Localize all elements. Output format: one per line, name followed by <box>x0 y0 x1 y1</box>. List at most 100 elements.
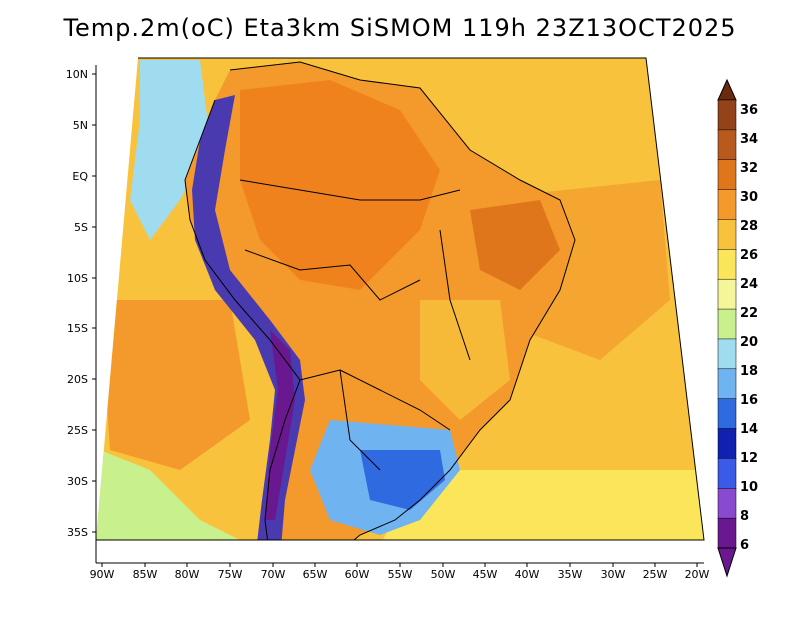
colorbar-label: 26 <box>740 248 758 263</box>
colorbar-label: 6 <box>740 538 749 553</box>
pacific-warm-area <box>100 300 250 470</box>
lon-label: 70W <box>261 568 286 581</box>
lon-label: 55W <box>388 568 413 581</box>
lon-tick: 60W <box>345 563 370 581</box>
lon-tick: 65W <box>303 563 328 581</box>
colorbar-segment <box>717 428 737 460</box>
lon-tick: 20W <box>685 563 710 581</box>
lat-label: 20S <box>67 373 88 386</box>
lat-label: 10N <box>66 68 88 81</box>
colorbar-label: 16 <box>740 393 758 408</box>
lat-tick: 10S <box>67 272 96 285</box>
lat-label: 5S <box>74 221 88 234</box>
colorbar: 36 34 32 30 28 26 24 22 20 18 16 14 12 1… <box>717 78 758 578</box>
lat-tick: 20S <box>67 373 96 386</box>
lat-label: 30S <box>67 475 88 488</box>
lon-label: 80W <box>175 568 200 581</box>
lat-label: 10S <box>67 272 88 285</box>
pacific-cool-area <box>130 60 210 240</box>
colorbar-segment <box>717 99 737 131</box>
colorbar-label: 18 <box>740 364 758 379</box>
lat-label: 25S <box>67 424 88 437</box>
colorbar-segment <box>717 219 737 251</box>
colorbar-label: 14 <box>740 422 758 437</box>
lon-tick: 40W <box>515 563 540 581</box>
lat-label: 35S <box>67 526 88 539</box>
lon-tick: 80W <box>175 563 200 581</box>
lat-tick: EQ <box>72 170 96 183</box>
colorbar-segment <box>717 308 737 340</box>
lon-label: 40W <box>515 568 540 581</box>
colorbar-segment <box>717 189 737 221</box>
hot-northeast <box>470 200 560 290</box>
colorbar-bottom-arrow <box>717 547 737 578</box>
colorbar-segment <box>717 398 737 430</box>
lon-tick: 85W <box>133 563 158 581</box>
lat-tick: 10N <box>66 68 96 81</box>
south-atlantic-area <box>380 470 704 540</box>
hot-interior <box>240 80 440 290</box>
colorbar-labels: 36 34 32 30 28 26 24 22 20 18 16 14 12 1… <box>740 103 758 553</box>
south-cold-area <box>360 450 445 510</box>
lon-label: 30W <box>601 568 626 581</box>
map-title: Temp.2m(oC) Eta3km SiSMOM 119h 23Z13OCT2… <box>63 14 737 42</box>
latitude-axis: 10N 5N EQ 5S 10S 15S 20S 25S 30S 35S <box>66 68 96 539</box>
lat-tick: 5S <box>74 221 96 234</box>
lon-label: 85W <box>133 568 158 581</box>
colorbar-label: 34 <box>740 132 758 147</box>
colorbar-segment <box>717 488 737 519</box>
lat-label: 5N <box>73 119 88 132</box>
lat-tick: 15S <box>67 322 96 335</box>
lon-tick: 45W <box>473 563 498 581</box>
colorbar-segment <box>717 338 737 370</box>
colorbar-segment <box>717 517 737 549</box>
lon-label: 65W <box>303 568 328 581</box>
lat-tick: 30S <box>67 475 96 488</box>
colorbar-label: 30 <box>740 190 758 205</box>
colorbar-top-arrow <box>717 78 737 101</box>
lon-tick: 30W <box>601 563 626 581</box>
lat-label: 15S <box>67 322 88 335</box>
colorbar-segments <box>717 99 737 549</box>
colorbar-label: 36 <box>740 103 758 118</box>
pacific-cool-edge <box>96 450 250 540</box>
lat-tick: 35S <box>67 526 96 539</box>
lat-tick: 25S <box>67 424 96 437</box>
colorbar-label: 8 <box>740 509 749 524</box>
central-warm <box>420 300 510 420</box>
colorbar-segment <box>717 249 737 280</box>
lon-label: 45W <box>473 568 498 581</box>
lon-label: 75W <box>218 568 243 581</box>
lon-label: 50W <box>431 568 456 581</box>
colorbar-label: 24 <box>740 277 758 292</box>
map-frame <box>96 57 705 541</box>
lon-label: 20W <box>685 568 710 581</box>
lon-label: 60W <box>345 568 370 581</box>
lon-label: 35W <box>558 568 583 581</box>
lon-tick: 90W <box>90 563 115 581</box>
lat-tick: 5N <box>73 119 96 132</box>
colorbar-segment <box>717 278 737 310</box>
colorbar-label: 12 <box>740 451 758 466</box>
colorbar-segment <box>717 159 737 191</box>
andes-high <box>265 330 295 520</box>
colorbar-label: 28 <box>740 219 758 234</box>
lon-tick: 25W <box>643 563 668 581</box>
colorbar-segment <box>717 368 737 400</box>
lon-tick: 35W <box>558 563 583 581</box>
colorbar-label: 10 <box>740 480 758 495</box>
colorbar-label: 22 <box>740 306 758 321</box>
colorbar-label: 32 <box>740 161 758 176</box>
longitude-axis: 90W 85W 80W 75W 70W 65W 60W 55W 50W 45W … <box>90 563 710 581</box>
colorbar-segment <box>717 458 737 490</box>
lon-tick: 50W <box>431 563 456 581</box>
colorbar-segment <box>717 129 737 161</box>
country-borders <box>184 61 576 540</box>
lat-label: EQ <box>72 170 88 183</box>
lon-label: 25W <box>643 568 668 581</box>
lon-tick: 55W <box>388 563 413 581</box>
lon-tick: 75W <box>218 563 243 581</box>
lon-label: 90W <box>90 568 115 581</box>
colorbar-label: 20 <box>740 335 758 350</box>
